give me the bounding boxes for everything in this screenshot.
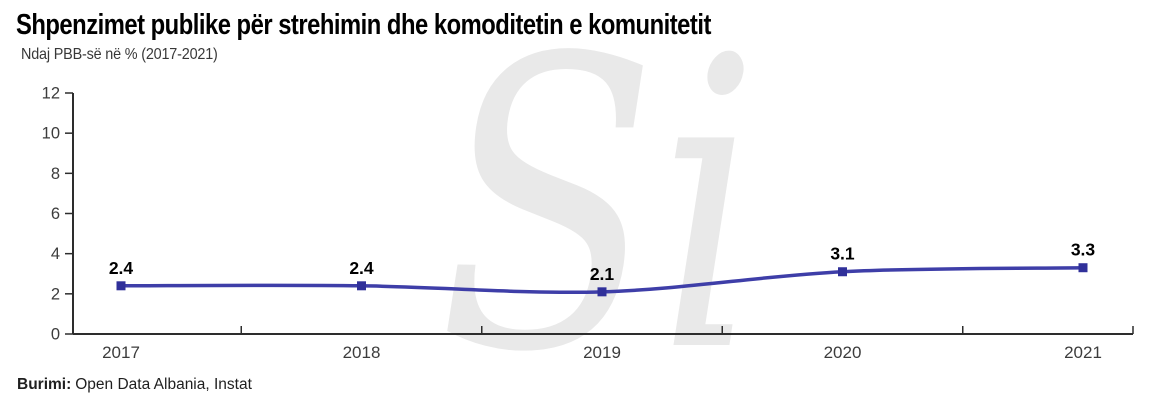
data-point-marker: [116, 281, 126, 291]
x-tick-label: 2020: [824, 343, 862, 362]
y-tick-label: 2: [51, 285, 60, 303]
data-point-marker: [357, 281, 366, 291]
chart-title: Shpenzimet publike për strehimin dhe kom…: [16, 9, 711, 41]
source-line: Burimi: Open Data Albania, Instat: [17, 376, 252, 394]
data-point-marker: [597, 287, 607, 297]
y-tick-label: 4: [51, 245, 60, 263]
y-tick-label: 0: [51, 326, 60, 344]
source-text: Open Data Albania, Instat: [75, 376, 252, 393]
x-tick-label: 2018: [343, 343, 381, 362]
data-point-label: 3.1: [830, 244, 855, 264]
y-tick-label: 12: [42, 85, 60, 103]
data-point-label: 2.4: [349, 258, 374, 278]
data-point-label: 2.4: [109, 258, 134, 278]
x-tick-label: 2017: [102, 343, 140, 362]
data-point-label: 3.3: [1071, 240, 1096, 260]
y-tick-label: 6: [51, 205, 60, 223]
source-label: Burimi:: [17, 376, 72, 393]
chart-subtitle: Ndaj PBB-së në % (2017-2021): [21, 46, 218, 63]
y-tick-label: 8: [51, 165, 60, 183]
x-tick-label: 2019: [583, 343, 621, 362]
data-point-marker: [1078, 263, 1088, 273]
data-point-label: 2.1: [590, 264, 615, 284]
x-tick-label: 2021: [1064, 343, 1102, 362]
data-point-marker: [838, 267, 847, 277]
y-tick-label: 10: [42, 125, 60, 143]
watermark-si-logo: Si: [438, 0, 760, 415]
